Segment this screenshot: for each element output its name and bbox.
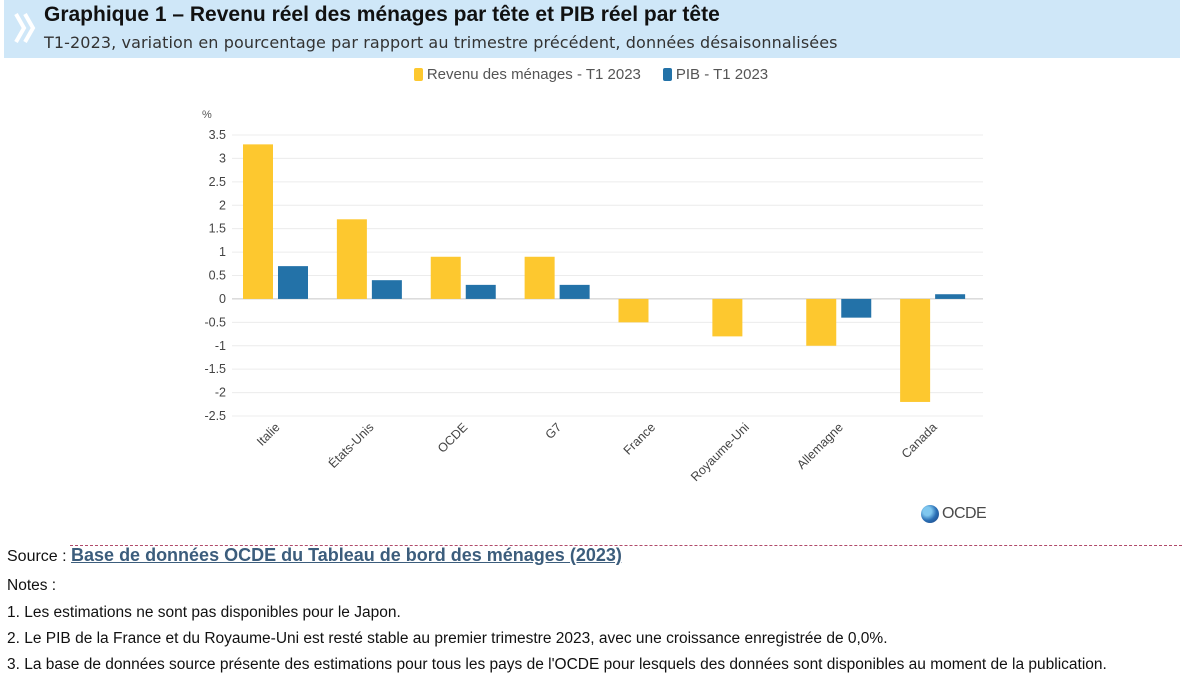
bar: [243, 144, 273, 299]
bar: [935, 294, 966, 299]
oecd-logo-text: OCDE: [942, 505, 987, 522]
bar: [712, 298, 743, 337]
bar: [806, 298, 837, 346]
source-link[interactable]: Base de données OCDE du Tableau de bord …: [71, 545, 622, 565]
y-tick-label: 0: [219, 292, 226, 306]
double-chevron-icon: [14, 13, 36, 43]
bar: [371, 280, 402, 299]
y-tick-label: 1.5: [209, 222, 226, 236]
oecd-logo: OCDE: [921, 505, 987, 523]
y-tick-label: -1.5: [204, 362, 226, 376]
legend-swatch-pib: [662, 67, 672, 81]
note-item: 1. Les estimations ne sont pas disponibl…: [7, 604, 401, 621]
legend-label-revenu: Revenu des ménages - T1 2023: [426, 65, 641, 83]
y-tick-label: 2: [219, 198, 226, 212]
bar: [900, 298, 931, 402]
x-tick-label: France: [621, 420, 658, 457]
source-line: Source : Base de données OCDE du Tableau…: [7, 545, 622, 566]
y-tick-label: 1: [219, 245, 226, 259]
note-item: 2. Le PIB de la France et du Royaume-Uni…: [7, 630, 888, 647]
bar: [336, 219, 367, 299]
notes-heading: Notes :: [7, 577, 57, 594]
x-tick-label: OCDE: [435, 420, 470, 455]
bar: [278, 266, 308, 299]
x-tick-label: Canada: [899, 420, 940, 461]
y-tick-label: -1: [215, 339, 226, 353]
y-tick-label: 3: [219, 151, 226, 165]
chart-header: Graphique 1 – Revenu réel des ménages pa…: [4, 0, 1180, 58]
legend-item-pib: PIB - T1 2023: [662, 64, 769, 84]
y-tick-label: 0.5: [209, 269, 226, 283]
bar: [618, 298, 649, 323]
x-tick-label: Royaume-Uni: [688, 420, 752, 484]
y-tick-label: -0.5: [204, 315, 226, 329]
bar: [465, 284, 496, 299]
x-tick-label: Allemagne: [794, 420, 846, 472]
x-tick-label: G7: [543, 420, 565, 442]
y-tick-label: 2.5: [209, 175, 226, 189]
chart-subtitle: T1-2023, variation en pourcentage par ra…: [44, 33, 838, 52]
source-label: Source :: [7, 548, 72, 565]
bar-chart: % 3.5 3 2.5 2 1.5 1 0.5 0 -0.5 -1 -1.5 -2 -2.5 Italie É…: [202, 109, 983, 484]
y-tick-label: 3.5: [209, 128, 226, 142]
y-axis-unit: %: [202, 109, 212, 121]
y-tick-label: -2.5: [204, 409, 226, 423]
x-tick-label: États-Unis: [325, 420, 376, 471]
bar: [841, 298, 872, 318]
chart-legend: Revenu des ménages - T1 2023 PIB - T1 20…: [0, 64, 1182, 84]
legend-item-revenu: Revenu des ménages - T1 2023: [413, 64, 641, 84]
bar: [559, 284, 590, 299]
chart-title: Graphique 1 – Revenu réel des ménages pa…: [44, 3, 720, 26]
source-divider: [70, 545, 1182, 546]
bar: [524, 256, 555, 299]
y-tick-label: -2: [215, 386, 226, 400]
oecd-globe-icon: [921, 505, 939, 523]
legend-label-pib: PIB - T1 2023: [675, 65, 769, 83]
legend-swatch-revenu: [413, 67, 423, 81]
note-item: 3. La base de données source présente de…: [7, 656, 1107, 673]
bar: [430, 256, 461, 299]
x-tick-label: Italie: [254, 420, 283, 449]
